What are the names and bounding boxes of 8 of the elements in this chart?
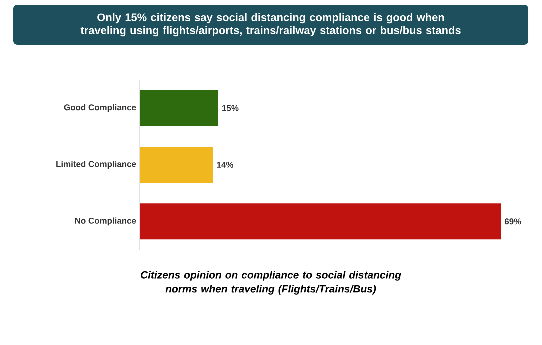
- chart-title: Only 15% citizens say social distancing compliance is good when traveling using flights/airports, trains/railway stations or bus/bus stands: [80, 13, 461, 37]
- x-axis-title: Citizens opinion on compliance to social distancing norms when traveling (Flights/Trains/Bus): [141, 271, 402, 295]
- y-tick-label: Good Compliance: [64, 104, 136, 112]
- y-tick-label: No Compliance: [75, 218, 136, 226]
- data-label: 15%: [222, 105, 239, 112]
- data-label: 69%: [504, 218, 522, 225]
- data-label: 14%: [217, 162, 234, 168]
- y-tick-label: Limited Compliance: [56, 161, 136, 169]
